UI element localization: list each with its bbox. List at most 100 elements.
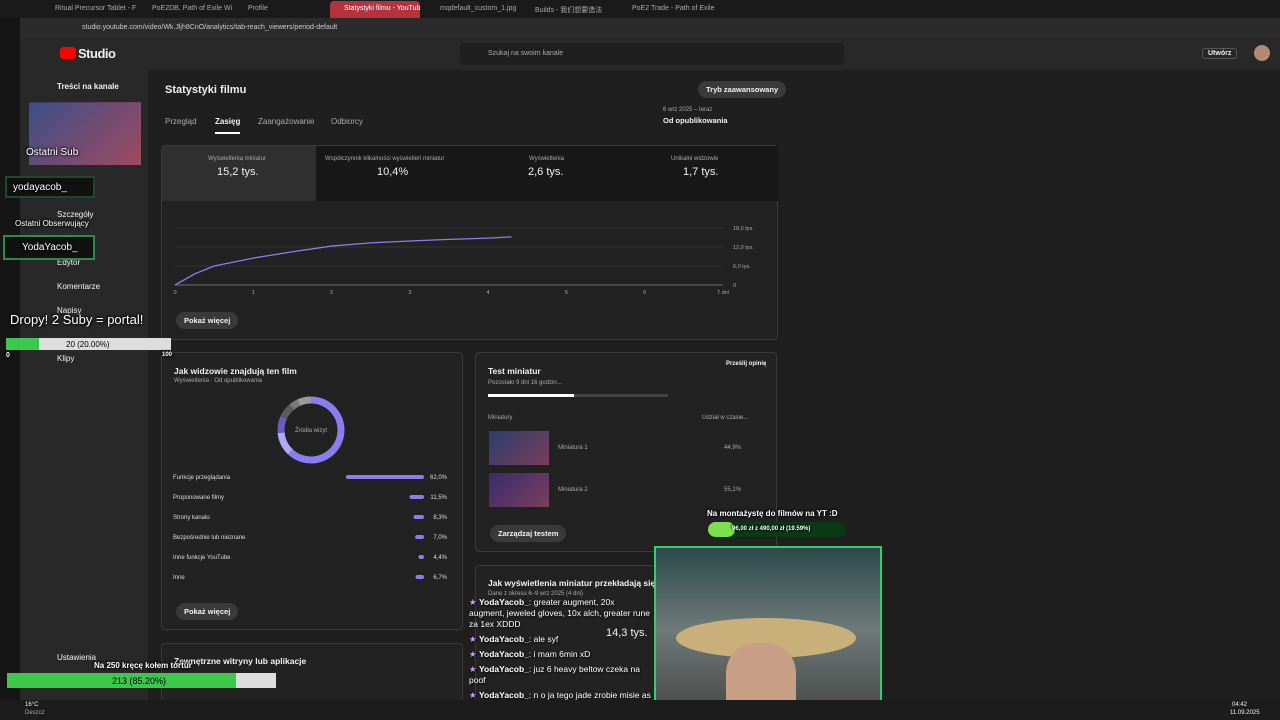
donut-segment — [277, 432, 293, 455]
search-box[interactable]: Szukaj na swoim kanale — [460, 43, 844, 65]
card-title: Zewnętrzne witryny lub aplikacje — [174, 656, 307, 666]
reach-chart: 0 6,0 tys. 12,0 tys. 18,0 tys. 0 1 2 3 4 5 6 7 dni — [173, 226, 754, 296]
x-tick-label: 3 — [408, 290, 411, 296]
show-more-button[interactable]: Pokaż więcej — [176, 312, 239, 329]
taskbar: 16°C Deszcz 04:42 11.09.2025 — [0, 700, 1280, 720]
wheel-goal: Na 250 kręcę kołem tortur — [94, 661, 192, 670]
nav-item[interactable]: Napisy — [57, 306, 82, 315]
search-placeholder: Szukaj na swoim kanale — [488, 50, 564, 57]
browser-sidebar — [0, 18, 20, 700]
avatar[interactable] — [1254, 45, 1270, 61]
editor-goal: Na montażystę do filmów na YT :D — [707, 509, 838, 518]
tab[interactable]: Odbiorcy — [331, 117, 364, 126]
chat-user: YodaYacob_ — [478, 690, 529, 700]
manage-button[interactable]: Zarządzaj testem — [490, 525, 567, 542]
tab[interactable]: Profile — [248, 5, 268, 12]
chat-message: ★ YodaYacob_: juz 6 heavy beltow czeka n… — [469, 664, 640, 685]
tab[interactable]: Zaangażowanie — [258, 117, 315, 126]
source-bar — [345, 475, 424, 479]
metric-value: 15,2 tys. — [217, 166, 259, 178]
nav-item[interactable]: Klipy — [57, 354, 75, 363]
url[interactable]: studio.youtube.com/video/Wk.Jljh8CnO/ana… — [82, 24, 338, 31]
metric-tile[interactable] — [625, 146, 778, 201]
tab[interactable]: PoE2DB, Path of Exile Wi — [152, 5, 233, 12]
tab[interactable]: PoE2 Trade - Path of Exile — [632, 5, 715, 12]
chat-user: YodaYacob_ — [478, 634, 529, 644]
create-button[interactable]: Utwórz — [1202, 48, 1238, 59]
chat-user: YodaYacob_ — [478, 649, 529, 659]
test-card: Test miniatur Prześlij opinię Pozostało … — [475, 352, 777, 552]
nav-item[interactable]: Komentarze — [57, 282, 101, 291]
clock-time: 04:42 — [1232, 702, 1248, 708]
donut-segment — [287, 396, 345, 464]
x-tick-label: 6 — [643, 290, 646, 296]
x-tick-label: 5 — [565, 290, 568, 296]
y-tick-label: 6,0 tys. — [733, 264, 751, 270]
x-tick-label: 1 — [252, 290, 255, 296]
thumbnail-share: 44,9% — [724, 445, 742, 451]
source-value: 4,4% — [433, 555, 447, 561]
thumbnail-share: 55,1% — [724, 487, 742, 493]
progress-track — [488, 394, 668, 397]
column-header: Miniatury — [488, 415, 513, 421]
donut-segment — [289, 399, 301, 410]
nav-item[interactable]: Szczegóły — [57, 210, 94, 219]
source-name: Inne funkcje YouTube — [173, 555, 231, 561]
nav-item[interactable]: Edytor — [57, 258, 81, 267]
thumbnail-name: Miniatura 1 — [558, 445, 588, 451]
last-follower-label: Ostatni Obserwujący — [15, 219, 89, 228]
webcam — [654, 546, 882, 713]
tab[interactable]: Ritual Precursor Tablet - F — [55, 5, 137, 12]
ctr-value: 14,3 tys. — [606, 627, 648, 639]
metric-label: Wyświetlenia — [529, 156, 564, 162]
metric-tile[interactable] — [162, 146, 316, 201]
card-title: Test miniatur — [488, 366, 541, 376]
date-range: 6 wrz 2025 – teraz — [663, 107, 713, 113]
feedback-link[interactable]: Prześlij opinię — [726, 361, 767, 367]
reach-card: Wyświetlenia miniatur 15,2 tys. Współczy… — [161, 145, 778, 340]
logo[interactable]: Studio — [78, 46, 116, 61]
tab-bar: Ritual Precursor Tablet - F PoE2DB, Path… — [0, 0, 1280, 18]
editor-bar — [708, 522, 846, 537]
metric-tile[interactable] — [316, 146, 471, 201]
metric-label: Współczynnik klikalności wyświetleń mini… — [325, 156, 445, 162]
clock-date: 11.09.2025 — [1230, 710, 1260, 716]
metric-tile[interactable] — [471, 146, 625, 201]
studio-header: Studio Szukaj na swoim kanale Utwórz — [20, 38, 1280, 70]
wheel-bar — [7, 673, 276, 688]
remaining: Pozostało 9 dni 16 godzin... — [488, 380, 562, 386]
chat-user: YodaYacob_ — [478, 664, 529, 674]
chat-message: ★ YodaYacob_: greater augment, 20x augme… — [469, 597, 650, 629]
source-name: Bezpośrednie lub nieznane — [173, 535, 246, 541]
back-link[interactable]: Treści na kanale — [57, 82, 119, 91]
advanced-button[interactable]: Tryb zaawansowany — [698, 81, 787, 98]
thumbnail — [489, 431, 549, 465]
source-bar — [409, 495, 424, 499]
source-bar — [418, 555, 424, 559]
chat-text: greater augment, 20x augment, jeweled gl… — [469, 597, 650, 629]
active-tab[interactable]: Statystyki filmu - YouTub — [330, 1, 420, 18]
page-title: Statystyki filmu — [165, 84, 247, 96]
tab[interactable]: Builds - 我们想要造法 — [535, 7, 603, 14]
x-tick-label: 4 — [487, 290, 490, 296]
weather-temp: 16°C — [25, 702, 39, 708]
source-value: 6,7% — [433, 575, 447, 581]
metric-label: Unikalni widzowie — [671, 156, 719, 162]
x-tick-label: 7 dni — [717, 290, 729, 296]
drops-progress: 20 (20.00%) — [66, 340, 110, 349]
reach-line — [174, 236, 512, 286]
show-more-button[interactable]: Pokaż więcej — [176, 603, 239, 620]
chat-text: ale syf — [533, 634, 559, 644]
chat-user: YodaYacob_ — [478, 597, 529, 607]
tab[interactable]: Przegląd — [165, 117, 197, 126]
settings-link[interactable]: Ustawienia — [57, 653, 97, 662]
tab[interactable]: mqdefault_custom_1.jpg — [440, 5, 517, 12]
source-value: 8,3% — [433, 515, 447, 521]
period-select[interactable]: Od opublikowania — [663, 116, 728, 125]
drops-bar — [6, 338, 171, 350]
chat-text: juz 6 heavy beltow czeka na poof — [469, 664, 640, 685]
tab-active[interactable]: Zasięg — [215, 117, 241, 134]
source-bar — [415, 575, 424, 579]
x-tick-label: 0 — [173, 290, 176, 296]
